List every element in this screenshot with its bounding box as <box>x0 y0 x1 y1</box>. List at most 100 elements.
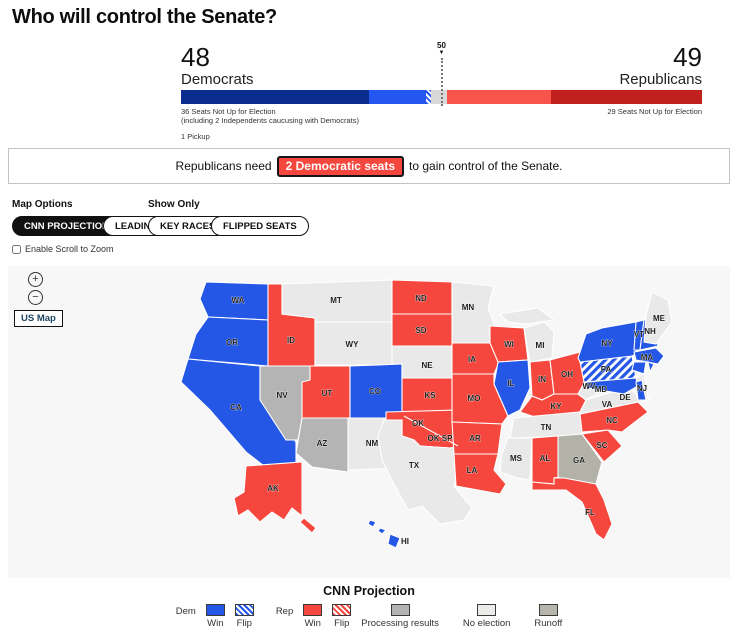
banner-prefix: Republicans need <box>175 159 272 173</box>
legend-rep-win: Win <box>303 604 323 629</box>
show-only-label: Show Only <box>148 199 200 210</box>
state-WI[interactable] <box>489 325 529 363</box>
processing-swatch <box>390 604 410 616</box>
scroll-zoom-checkbox[interactable] <box>12 244 21 254</box>
bar-dem-not-up <box>181 90 369 104</box>
us-map-button[interactable]: US Map <box>14 310 63 327</box>
state-RI[interactable] <box>647 361 655 374</box>
marker-arrow-icon: ▼ <box>438 50 445 56</box>
state-SC[interactable] <box>580 429 623 463</box>
state-DE[interactable] <box>635 379 647 401</box>
banner-suffix: to gain control of the Senate. <box>409 159 563 173</box>
state-MN[interactable] <box>451 281 497 344</box>
state-MI-upper[interactable] <box>498 307 556 325</box>
state-MS[interactable] <box>499 437 533 481</box>
state-ND[interactable] <box>391 279 453 315</box>
rep-count: 49 <box>673 42 702 72</box>
map-legend: CNN Projection Dem Win Flip Rep Win Flip <box>0 584 738 629</box>
state-HI[interactable] <box>387 533 401 549</box>
banner-seats-badge: 2 Democratic seats <box>276 155 405 177</box>
state-label: HI <box>401 537 409 546</box>
oklahoma-split-line <box>403 415 459 447</box>
legend-row: Dem Win Flip Rep Win Flip Processing res… <box>0 604 738 629</box>
state-WY[interactable] <box>314 321 393 366</box>
page-title: Who will control the Senate? <box>12 6 277 28</box>
state-LA[interactable] <box>453 453 507 495</box>
rep-not-up-note: 29 Seats Not Up for Election <box>607 107 702 116</box>
majority-marker-value: 50 <box>437 41 446 50</box>
dem-flip-swatch <box>234 604 254 616</box>
dem-not-up-note: 36 Seats Not Up for Election <box>181 107 276 116</box>
state-AZ[interactable] <box>295 417 349 473</box>
state-TX[interactable] <box>377 419 473 525</box>
legend-rep-label: Rep <box>275 606 294 617</box>
bar-dem-win <box>368 90 426 104</box>
legend-processing: Processing results <box>361 604 439 629</box>
legend-win-label: Win <box>207 618 224 629</box>
no-election-swatch <box>477 604 497 616</box>
balance-header: 48 Democrats 49 Republicans 50 ▼ <box>181 41 702 106</box>
scroll-zoom-label: Enable Scroll to Zoom <box>25 244 114 254</box>
legend-dem-win: Win <box>205 604 225 629</box>
legend-processing-label: Processing results <box>361 618 439 629</box>
map-section: + − US Map <box>8 266 730 578</box>
state-NY[interactable] <box>577 321 637 363</box>
state-MD[interactable] <box>585 377 639 395</box>
control-banner: Republicans need 2 Democratic seats to g… <box>8 148 730 184</box>
scroll-zoom-control: Enable Scroll to Zoom <box>12 244 114 254</box>
dem-summary: 48 Democrats <box>181 44 254 88</box>
state-AK[interactable] <box>233 461 303 523</box>
legend-rep-flip: Flip <box>332 604 352 629</box>
legend-win-label: Win <box>304 618 321 629</box>
state-AK-islands[interactable] <box>299 517 317 534</box>
zoom-in-icon[interactable]: + <box>28 272 43 287</box>
majority-marker: 50 ▼ <box>432 41 452 57</box>
rep-summary: 49 Republicans <box>619 44 702 88</box>
rep-win-swatch <box>303 604 323 616</box>
dem-win-swatch <box>205 604 225 616</box>
dem-count: 48 <box>181 42 210 72</box>
rep-flip-swatch <box>332 604 352 616</box>
legend-runoff-label: Runoff <box>534 618 563 629</box>
bar-undecided <box>431 90 447 104</box>
balance-of-power: 48 Democrats 49 Republicans 50 ▼ 36 Seat… <box>181 41 702 141</box>
map-options-label: Map Options <box>12 199 73 210</box>
state-CO[interactable] <box>349 363 403 419</box>
runoff-swatch <box>538 604 558 616</box>
legend-dem-flip: Flip <box>234 604 254 629</box>
legend-title: CNN Projection <box>323 584 415 598</box>
bar-rep-win <box>446 90 551 104</box>
legend-runoff: Runoff <box>534 604 562 629</box>
state-AR[interactable] <box>451 421 503 455</box>
state-MA[interactable] <box>633 347 665 365</box>
balance-bar <box>181 90 702 104</box>
dem-independents-note: (including 2 Independents caucusing with… <box>181 116 360 125</box>
majority-dotted-line <box>440 58 443 106</box>
legend-dem-label: Dem <box>175 606 196 617</box>
rep-label: Republicans <box>619 71 702 88</box>
state-MT[interactable] <box>281 279 393 323</box>
state-FL[interactable] <box>531 477 613 541</box>
dem-pickup-note: 1 Pickup <box>181 132 210 141</box>
legend-no-election-label: No election <box>462 618 511 629</box>
state-HI-island-1[interactable] <box>367 519 377 528</box>
us-senate-map: WA OR CA ID MT WY NV UT CO AZ NM ND SD N… <box>180 279 673 549</box>
zoom-out-icon[interactable]: − <box>28 290 43 305</box>
state-SD[interactable] <box>391 313 455 347</box>
balance-footnotes: 36 Seats Not Up for Election (including … <box>181 107 702 125</box>
dem-label: Democrats <box>181 71 254 88</box>
bar-dem-flip <box>425 90 432 104</box>
state-KS[interactable] <box>401 377 461 413</box>
legend-flip-label: Flip <box>334 618 350 629</box>
legend-flip-label: Flip <box>236 618 252 629</box>
legend-no-election: No election <box>462 604 511 629</box>
state-HI-island-2[interactable] <box>377 527 388 535</box>
state-ME[interactable] <box>643 291 673 345</box>
flipped-seats-button[interactable]: FLIPPED SEATS <box>211 216 309 236</box>
state-OR[interactable] <box>187 316 269 367</box>
state-MI[interactable] <box>523 321 555 363</box>
bar-rep-not-up <box>550 90 702 104</box>
state-IL[interactable] <box>493 359 531 417</box>
state-WA[interactable] <box>199 281 269 321</box>
